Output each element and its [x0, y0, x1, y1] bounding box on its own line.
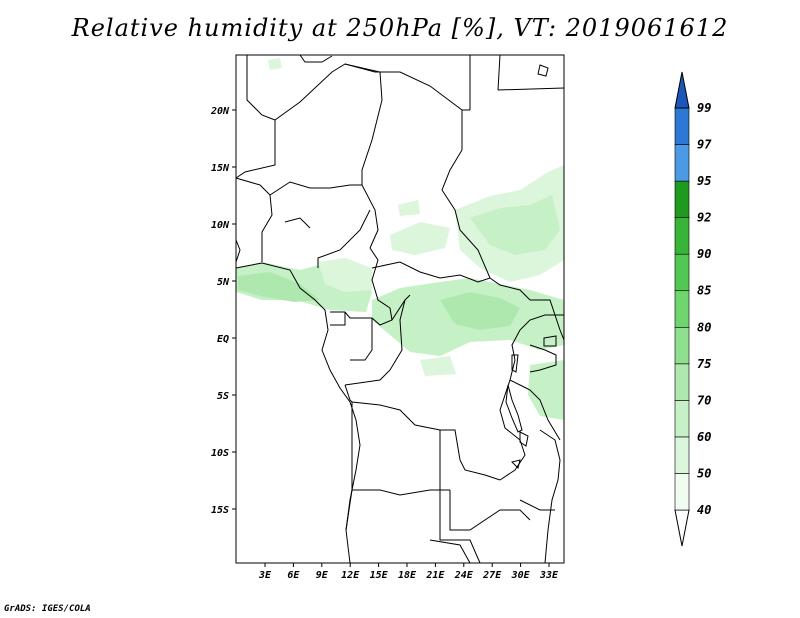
colorbar-segment: [674, 144, 690, 182]
lat-label: 10N: [211, 220, 230, 231]
humidity-shading: [236, 58, 564, 420]
colorbar-label: 40: [697, 503, 711, 517]
map-frame: [235, 54, 565, 564]
lat-label: 20N: [210, 106, 230, 117]
map-title: Relative humidity at 250hPa [%], VT: 201…: [71, 14, 729, 42]
colorbar-label: 75: [697, 357, 711, 371]
lon-label: 21E: [425, 570, 445, 581]
colorbar-label: 85: [697, 284, 711, 298]
country-boundaries: [235, 54, 565, 564]
lon-label: 3E: [258, 570, 272, 581]
colorbar-segment: [674, 253, 690, 292]
colorbar-label: 95: [697, 174, 711, 188]
colorbar-segment: [674, 290, 690, 328]
colorbar-segment: [674, 326, 690, 365]
colorbar-segment: [674, 473, 690, 511]
latitude-axis: 20N 15N 10N 5N EQ 5S 10S 15S: [210, 106, 236, 516]
lon-label: 30E: [511, 570, 531, 581]
lat-label: 15S: [211, 505, 229, 516]
lon-label: 12E: [341, 570, 360, 581]
colorbar-segment: [674, 436, 690, 474]
colorbar-segment: [674, 400, 690, 438]
lon-label: 6E: [287, 570, 300, 581]
colorbar-segment: [674, 217, 690, 255]
colorbar-label: 60: [697, 430, 711, 444]
lat-label: 15N: [211, 163, 230, 174]
longitude-axis: 3E 6E 9E 12E 15E 18E 21E 24E 27E 30E 33E: [258, 563, 559, 581]
lon-label: 9E: [316, 570, 329, 581]
colorbar-label: 70: [697, 393, 711, 407]
lat-label: EQ: [217, 334, 229, 345]
lon-label: 24E: [454, 570, 474, 581]
lat-label: 10S: [211, 448, 229, 459]
lake-outlines: [505, 64, 557, 469]
credit-label: GrADS: IGES/COLA: [4, 604, 91, 614]
lat-label: 5N: [217, 277, 230, 288]
colorbar-label: 90: [697, 247, 711, 261]
lat-label: 5S: [217, 391, 229, 402]
colorbar-segment: [674, 363, 690, 401]
colorbar-label: 80: [697, 320, 711, 334]
colorbar-segment: [674, 180, 690, 218]
colorbar-label: 99: [697, 101, 711, 115]
colorbar-label: 97: [697, 138, 712, 152]
map-panel: [235, 54, 565, 564]
colorbar: 40 50 60 70 75 80 85 90 92 95 97 99: [674, 71, 712, 547]
lon-label: 18E: [398, 570, 417, 581]
colorbar-bottom-arrow: [674, 509, 690, 547]
colorbar-segment: [674, 107, 690, 145]
colorbar-label: 50: [697, 466, 711, 480]
lon-label: 15E: [370, 570, 389, 581]
colorbar-top-arrow: [674, 71, 690, 109]
lon-label: 33E: [539, 570, 559, 581]
colorbar-label: 92: [697, 211, 711, 225]
lon-label: 27E: [482, 570, 502, 581]
